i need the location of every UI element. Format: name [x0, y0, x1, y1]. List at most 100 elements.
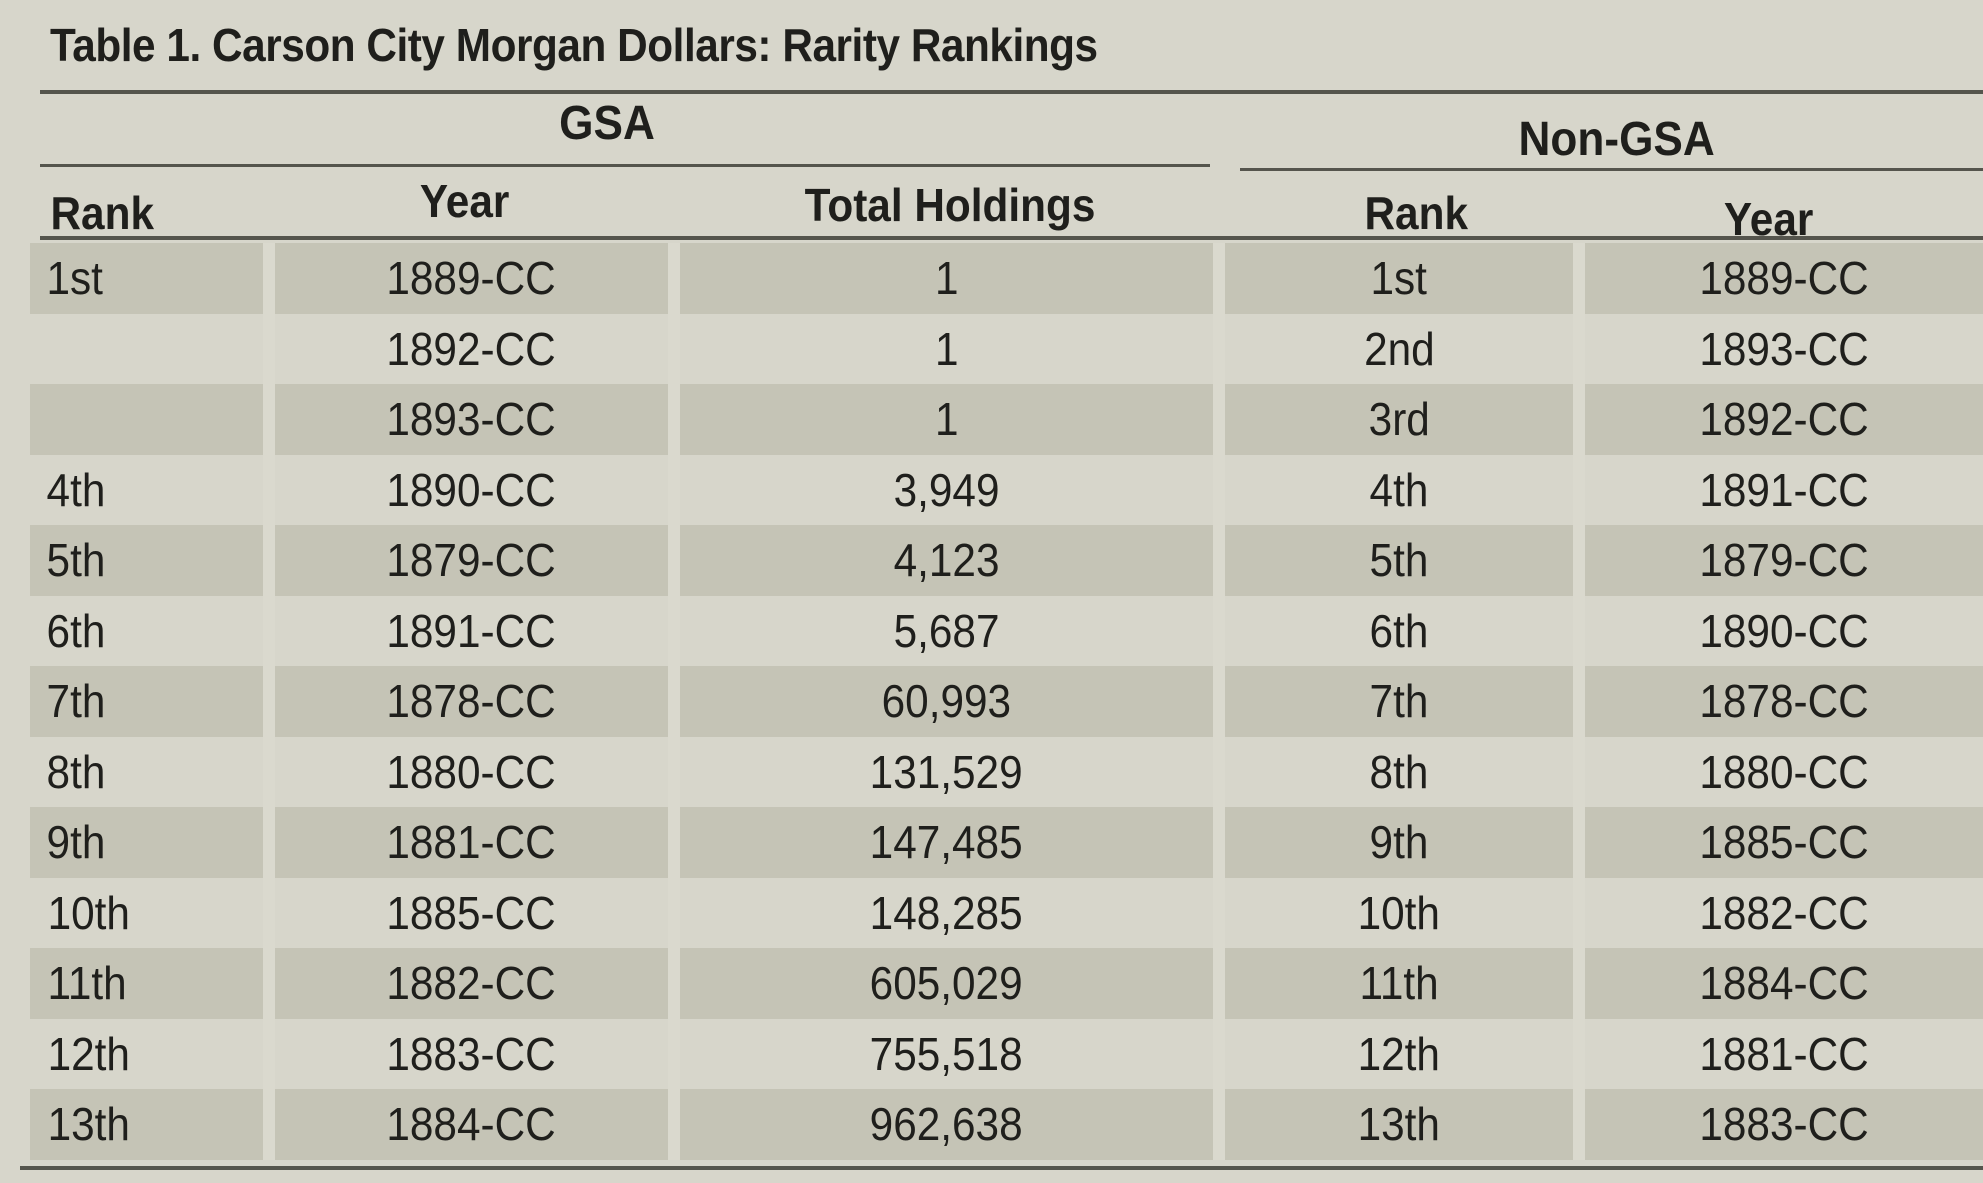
gsa-year-cell: 1890-CC [275, 454, 680, 525]
non-gsa-year-cell-text: 1885-CC [1699, 816, 1869, 869]
gsa-rank-cell: 9th [30, 807, 275, 878]
table-body: 1st 1889-CC 1 1st 1889-CC 1892-CC 1 2nd 1893-CC 1… [30, 243, 1983, 1160]
table-row: 5th 1879-CC 4,123 5th 1879-CC [30, 525, 1983, 596]
total-holdings-cell-text: 147,485 [870, 816, 1023, 869]
non-gsa-year-cell: 1889-CC [1585, 243, 1983, 314]
gsa-year-cell: 1879-CC [275, 525, 680, 596]
header-non-gsa-rank: Rank [1364, 187, 1468, 239]
non-gsa-rank-cell: 5th [1225, 525, 1585, 596]
gsa-year-cell-text: 1884-CC [386, 1098, 557, 1151]
non-gsa-rank-cell: 8th [1225, 736, 1585, 807]
non-gsa-rank-cell-text: 3rd [1368, 393, 1430, 446]
total-holdings-cell: 148,285 [680, 877, 1225, 948]
gsa-year-cell: 1881-CC [275, 807, 680, 878]
gsa-rank-cell [30, 313, 275, 384]
total-holdings-cell-text: 148,285 [870, 886, 1023, 939]
gsa-rank-cell: 6th [30, 595, 275, 666]
non-gsa-year-cell-text: 1892-CC [1699, 393, 1869, 446]
total-holdings-cell: 3,949 [680, 454, 1225, 525]
gsa-rank-cell-text: 12th [47, 1027, 130, 1080]
gsa-year-cell-text: 1893-CC [386, 393, 557, 446]
non-gsa-year-cell: 1878-CC [1585, 666, 1983, 737]
gsa-rank-cell-text: 1st [46, 252, 103, 305]
gsa-year-cell-text: 1880-CC [386, 745, 557, 798]
non-gsa-year-cell: 1880-CC [1585, 737, 1983, 808]
gsa-rank-cell-text: 9th [46, 816, 106, 869]
table-row: 7th 1878-CC 60,993 7th 1878-CC [30, 666, 1983, 737]
gsa-year-cell-text: 1881-CC [386, 816, 557, 869]
non-gsa-rank-cell: 11th [1225, 948, 1585, 1019]
gsa-year-cell-text: 1891-CC [386, 604, 557, 657]
non-gsa-year-cell-text: 1880-CC [1699, 745, 1869, 798]
table-row: 1892-CC 1 2nd 1893-CC [30, 313, 1983, 385]
gsa-year-cell-text: 1882-CC [386, 957, 557, 1010]
non-gsa-rank-cell: 3rd [1225, 384, 1585, 455]
gsa-rank-cell: 4th [30, 454, 275, 525]
non-gsa-year-cell-text: 1889-CC [1699, 252, 1869, 305]
non-gsa-year-cell: 1884-CC [1585, 948, 1983, 1019]
non-gsa-year-cell: 1893-CC [1585, 314, 1983, 385]
table-row: 9th 1881-CC 147,485 9th 1885-CC [30, 807, 1983, 878]
gsa-rank-cell: 7th [30, 666, 275, 737]
total-holdings-cell-text: 1 [934, 322, 959, 375]
non-gsa-rank-cell-text: 7th [1369, 675, 1429, 728]
gsa-year-cell: 1892-CC [275, 313, 680, 384]
table-row: 4th 1890-CC 3,949 4th 1891-CC [30, 454, 1983, 525]
non-gsa-rank-cell: 10th [1225, 877, 1585, 948]
total-holdings-cell: 1 [680, 313, 1225, 384]
gsa-rank-cell: 5th [30, 525, 275, 596]
gsa-rank-cell-text: 7th [46, 675, 106, 728]
non-gsa-rank-cell-text: 1st [1370, 252, 1428, 305]
non-gsa-year-cell: 1882-CC [1585, 878, 1983, 949]
total-holdings-cell: 1 [680, 243, 1225, 314]
gsa-year-cell-text: 1885-CC [386, 886, 557, 939]
non-gsa-year-cell: 1883-CC [1585, 1089, 1983, 1160]
gsa-rank-cell-text: 10th [47, 886, 130, 939]
non-gsa-year-cell: 1881-CC [1585, 1019, 1983, 1090]
gsa-rank-cell-text: 5th [46, 534, 106, 587]
gsa-year-cell: 1885-CC [275, 877, 680, 948]
header-rule [40, 236, 1983, 240]
non-gsa-year-cell-text: 1893-CC [1699, 322, 1869, 375]
table-row: 11th 1882-CC 605,029 11th 1884-CC [30, 948, 1983, 1019]
non-gsa-rank-cell: 6th [1225, 595, 1585, 666]
total-holdings-cell: 5,687 [680, 595, 1225, 666]
gsa-rank-cell: 8th [30, 736, 275, 807]
total-holdings-cell: 962,638 [680, 1089, 1225, 1160]
total-holdings-cell-text: 1 [934, 393, 959, 446]
non-gsa-rank-cell: 1st [1225, 243, 1585, 314]
non-gsa-rank-cell-text: 8th [1369, 745, 1429, 798]
gsa-year-cell: 1893-CC [275, 384, 680, 455]
gsa-year-cell-text: 1890-CC [386, 463, 557, 516]
non-gsa-rank-cell: 7th [1225, 666, 1585, 737]
non-gsa-rank-cell-text: 12th [1357, 1027, 1441, 1080]
gsa-year-cell: 1884-CC [275, 1089, 680, 1160]
gsa-year-cell: 1883-CC [275, 1018, 680, 1089]
total-holdings-cell-text: 131,529 [870, 745, 1023, 798]
total-holdings-cell-text: 5,687 [893, 604, 1000, 657]
non-gsa-rank-cell: 4th [1225, 454, 1585, 525]
gsa-rank-cell: 10th [30, 877, 275, 948]
total-holdings-cell-text: 962,638 [870, 1098, 1023, 1151]
gsa-rank-cell: 12th [30, 1018, 275, 1089]
table-row: 12th 1883-CC 755,518 12th 1881-CC [30, 1018, 1983, 1090]
total-holdings-cell-text: 60,993 [881, 675, 1012, 728]
table-row: 13th 1884-CC 962,638 13th 1883-CC [30, 1089, 1983, 1160]
gsa-year-cell: 1889-CC [275, 243, 680, 314]
gsa-rank-cell-text: 8th [46, 745, 106, 798]
total-holdings-cell: 147,485 [680, 807, 1225, 878]
non-gsa-year-cell-text: 1882-CC [1699, 886, 1869, 939]
gsa-year-cell: 1880-CC [275, 736, 680, 807]
total-holdings-cell-text: 605,029 [870, 957, 1023, 1010]
gsa-rank-cell: 1st [30, 243, 275, 314]
total-holdings-cell-text: 4,123 [893, 534, 1000, 587]
non-gsa-rank-cell-text: 6th [1369, 604, 1429, 657]
non-gsa-year-cell-text: 1884-CC [1699, 957, 1869, 1010]
gsa-rank-cell: 11th [30, 948, 275, 1019]
table-row: 1st 1889-CC 1 1st 1889-CC [30, 243, 1983, 314]
gsa-year-cell-text: 1878-CC [386, 675, 557, 728]
gsa-rank-cell-text: 6th [46, 604, 106, 657]
non-gsa-year-cell-text: 1883-CC [1699, 1098, 1869, 1151]
non-gsa-year-cell: 1885-CC [1585, 807, 1983, 878]
non-gsa-rank-cell-text: 4th [1369, 463, 1429, 516]
